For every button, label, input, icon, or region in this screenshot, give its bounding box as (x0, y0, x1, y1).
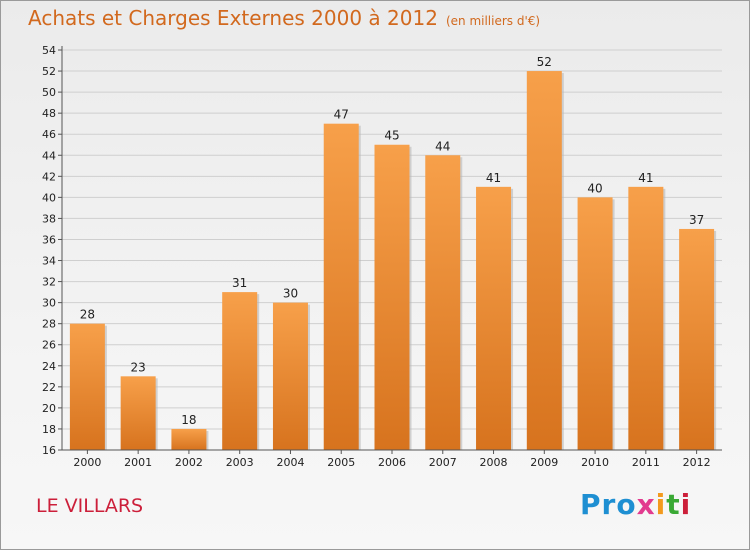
y-tick-label: 36 (42, 233, 56, 246)
data-label: 18 (181, 413, 196, 427)
y-tick-label: 40 (42, 191, 56, 204)
chart-unit: (en milliers d'€) (445, 14, 541, 28)
x-tick-label: 2004 (276, 456, 304, 469)
bar (526, 71, 562, 450)
x-tick-label: 2005 (327, 456, 355, 469)
y-tick-label: 42 (42, 170, 56, 183)
bar (425, 155, 461, 450)
logo-part: i (680, 488, 692, 521)
data-label: 40 (587, 181, 602, 195)
bar (374, 144, 410, 450)
proxiti-logo: Proxiti (580, 488, 691, 521)
x-tick-label: 2009 (530, 456, 558, 469)
x-tick-label: 2000 (73, 456, 101, 469)
y-tick-label: 50 (42, 86, 56, 99)
data-label: 23 (131, 360, 146, 374)
y-tick-label: 54 (42, 44, 56, 57)
logo-part: t (666, 488, 681, 521)
y-tick-label: 38 (42, 212, 56, 225)
y-tick-label: 18 (42, 423, 56, 436)
bar (476, 186, 512, 450)
data-label: 45 (384, 129, 399, 143)
x-tick-label: 2003 (226, 456, 254, 469)
bar (222, 292, 258, 450)
y-tick-label: 26 (42, 339, 56, 352)
data-label: 37 (689, 213, 704, 227)
x-tick-label: 2007 (429, 456, 457, 469)
logo-part: Pro (580, 488, 637, 521)
bar (272, 302, 308, 450)
y-tick-label: 52 (42, 65, 56, 78)
axes: 16 18 20 22 24 26 28 30 32 34 36 38 40 42 44 46 48 50 52 54… (42, 44, 722, 469)
bar (120, 376, 156, 450)
x-tick-label: 2002 (175, 456, 203, 469)
y-tick-label: 22 (42, 381, 56, 394)
y-tick-label: 24 (42, 360, 56, 373)
x-tick-label: 2008 (480, 456, 508, 469)
x-tick-label: 2010 (581, 456, 609, 469)
y-tick-label: 16 (42, 444, 56, 457)
data-label: 30 (283, 287, 298, 301)
data-label: 41 (638, 171, 653, 185)
y-tick-label: 32 (42, 276, 56, 289)
logo-part: i (655, 488, 667, 521)
place-name: LE VILLARS (36, 495, 144, 517)
data-label: 47 (334, 108, 349, 122)
logo-part: x (636, 488, 656, 521)
y-tick-label: 28 (42, 318, 56, 331)
y-tick-label: 48 (42, 107, 56, 120)
bar (628, 186, 664, 450)
y-tick-label: 46 (42, 128, 56, 141)
y-tick-label: 30 (42, 297, 56, 310)
bars: 28 23 18 31 30 47 45 44 41 52 40 41 37 (69, 55, 717, 451)
x-tick-label: 2011 (632, 456, 660, 469)
bar (171, 428, 207, 450)
bar (679, 228, 715, 450)
x-tick-label: 2006 (378, 456, 406, 469)
x-tick-label: 2012 (683, 456, 711, 469)
data-label: 31 (232, 276, 247, 290)
y-tick-label: 34 (42, 255, 56, 268)
x-tick-label: 2001 (124, 456, 152, 469)
data-label: 44 (435, 139, 450, 153)
y-tick-label: 20 (42, 402, 56, 415)
chart-title-text: Achats et Charges Externes 2000 à 2012 (28, 6, 438, 30)
data-label: 41 (486, 171, 501, 185)
chart-title: Achats et Charges Externes 2000 à 2012 (e… (28, 6, 540, 30)
bar (577, 197, 613, 450)
bar (69, 323, 105, 450)
y-tick-label: 44 (42, 149, 56, 162)
data-label: 28 (80, 308, 95, 322)
bar (323, 123, 359, 451)
data-label: 52 (537, 55, 552, 69)
